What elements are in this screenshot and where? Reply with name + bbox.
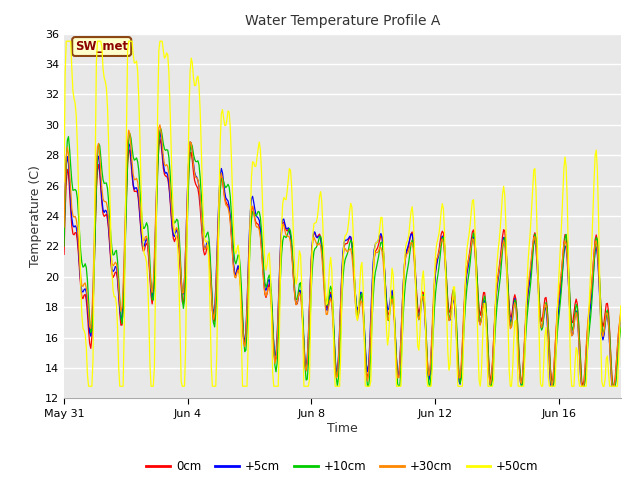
Title: Water Temperature Profile A: Water Temperature Profile A (244, 14, 440, 28)
Text: SW_met: SW_met (75, 40, 128, 53)
Legend: 0cm, +5cm, +10cm, +30cm, +50cm: 0cm, +5cm, +10cm, +30cm, +50cm (141, 456, 543, 478)
Y-axis label: Temperature (C): Temperature (C) (29, 165, 42, 267)
X-axis label: Time: Time (327, 421, 358, 434)
